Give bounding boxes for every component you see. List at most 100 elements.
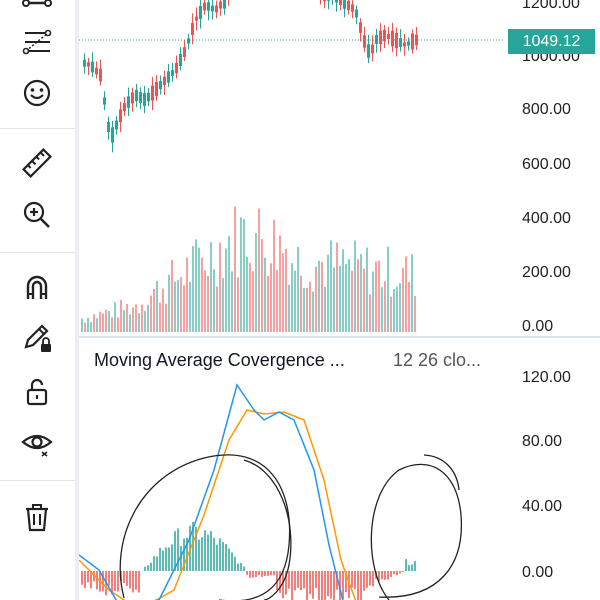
volume-bar — [318, 260, 320, 332]
candle-body — [415, 34, 418, 46]
volume-bar — [156, 281, 158, 332]
eye-icon[interactable] — [12, 422, 62, 462]
chart-canvas[interactable]: 1200.001000.00800.00600.00400.00200.000.… — [79, 0, 600, 600]
chart-area[interactable]: 1200.00 1000.00 800.00 600.00 400.00 200.00 0.… — [79, 0, 600, 600]
drawn-circle[interactable] — [119, 454, 291, 600]
toolbar-edge — [75, 0, 79, 600]
toolbar-separator — [0, 480, 75, 481]
histogram-bar — [222, 542, 224, 571]
histogram-bar — [378, 571, 380, 582]
candle-body — [191, 22, 194, 36]
volume-bar — [99, 311, 101, 332]
zoom-in-icon[interactable] — [12, 195, 62, 235]
fib-levels-icon[interactable] — [12, 22, 62, 62]
candle-body — [399, 38, 402, 47]
candle-body — [123, 103, 126, 112]
candle-body — [187, 38, 190, 44]
indicator-title[interactable]: Moving Average Covergence ... — [94, 350, 345, 370]
histogram-bar — [279, 571, 281, 593]
volume-bar — [81, 318, 83, 332]
ruler-icon[interactable] — [12, 143, 62, 183]
toolbar-separator — [0, 128, 75, 129]
drawn-circle-stroke[interactable] — [243, 459, 292, 600]
volume-bar — [327, 254, 329, 332]
volume-bar — [357, 259, 359, 332]
histogram-bar — [81, 571, 83, 585]
emoji-icon[interactable] — [12, 73, 62, 113]
candle-body — [379, 30, 382, 45]
volume-bar — [300, 275, 302, 332]
candle-body — [91, 61, 94, 73]
drawn-circle[interactable] — [370, 463, 463, 600]
histogram-bar — [201, 537, 203, 571]
volume-bar — [150, 295, 152, 332]
histogram-bar — [135, 571, 137, 590]
candle-body — [211, 5, 214, 12]
line-tool-icon[interactable] — [12, 0, 62, 26]
volume-bar — [402, 268, 404, 332]
volume-bar — [303, 287, 305, 332]
histogram-bar — [276, 571, 278, 591]
toolbar-separator — [0, 252, 75, 253]
drawn-circle-stroke[interactable] — [423, 454, 460, 491]
candle-body — [159, 80, 162, 90]
volume-bar — [210, 242, 212, 332]
candle-body — [371, 44, 374, 54]
histogram-bar — [177, 528, 179, 571]
volume-bar — [105, 309, 107, 332]
histogram-bar — [156, 556, 158, 571]
volume-bar — [354, 240, 356, 332]
candle-body — [119, 109, 122, 123]
histogram-bar — [111, 571, 113, 595]
volume-bar — [108, 310, 110, 332]
histogram-bar — [228, 548, 230, 571]
candle-body — [383, 29, 386, 42]
volume-bar — [159, 302, 161, 332]
histogram-bar — [96, 571, 98, 590]
volume-bar — [375, 261, 377, 332]
volume-bar — [129, 314, 131, 332]
volume-bar — [351, 270, 353, 332]
histogram-bar — [219, 538, 221, 571]
candle-body — [339, 0, 342, 5]
histogram-bar — [147, 565, 149, 571]
volume-bar — [363, 268, 365, 332]
volume-bar — [414, 295, 416, 332]
histogram-bar — [414, 561, 416, 571]
candle-body — [375, 35, 378, 44]
histogram-bar — [198, 539, 200, 571]
volume-bar — [294, 270, 296, 332]
histogram-bar — [144, 566, 146, 571]
trash-icon[interactable] — [12, 497, 62, 537]
volume-bar — [255, 233, 257, 332]
histogram-bar — [318, 571, 320, 600]
histogram-bar — [273, 571, 275, 576]
histogram-bar — [381, 571, 383, 580]
histogram-bar — [297, 571, 299, 588]
pencil-lock-icon[interactable] — [12, 318, 62, 358]
volume-bar — [240, 217, 242, 332]
histogram-bar — [393, 571, 395, 575]
unlock-icon[interactable] — [12, 372, 62, 412]
histogram-bar — [204, 530, 206, 571]
histogram-bar — [90, 571, 92, 589]
histogram-bar — [237, 563, 239, 571]
candle-body — [111, 127, 114, 143]
volume-bar — [204, 270, 206, 332]
candle-body — [395, 32, 398, 49]
volume-bar — [120, 299, 122, 332]
macd-histogram — [81, 521, 416, 600]
indicator-params[interactable]: 12 26 clo... — [393, 350, 482, 370]
price-axis-label: 600.00 — [522, 156, 571, 173]
histogram-bar — [288, 571, 290, 589]
histogram-bar — [150, 562, 152, 571]
volume-bars — [81, 206, 416, 332]
macd-line — [79, 383, 344, 600]
volume-bar — [132, 307, 134, 332]
histogram-bar — [408, 564, 410, 571]
magnet-icon[interactable] — [12, 268, 62, 308]
histogram-bar — [396, 571, 398, 576]
volume-bar — [195, 239, 197, 332]
volume-bar — [276, 270, 278, 332]
histogram-bar — [309, 571, 311, 595]
